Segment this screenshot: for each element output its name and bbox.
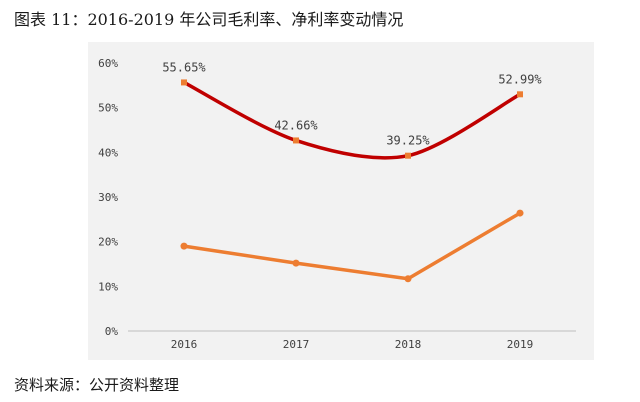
series-2-line bbox=[182, 211, 522, 281]
data-label: 52.99% bbox=[498, 72, 542, 86]
data-label: 42.66% bbox=[274, 118, 318, 132]
series-2-marker bbox=[180, 242, 188, 250]
x-tick-label: 2019 bbox=[507, 338, 534, 351]
y-tick-label: 20% bbox=[98, 236, 118, 249]
series-1-marker bbox=[293, 137, 299, 144]
y-tick-label: 60% bbox=[98, 57, 118, 70]
series-2-marker bbox=[292, 259, 300, 267]
data-label: 39.25% bbox=[386, 134, 430, 148]
source-note: 资料来源：公开资料整理 bbox=[14, 376, 180, 394]
y-tick-label: 0% bbox=[105, 325, 119, 338]
series-2-marker bbox=[404, 275, 412, 283]
y-tick-label: 40% bbox=[98, 146, 118, 159]
figure-title: 图表 11：2016-2019 年公司毛利率、净利率变动情况 bbox=[14, 10, 404, 29]
x-tick-label: 2016 bbox=[171, 338, 198, 351]
series-2-marker bbox=[516, 209, 524, 217]
x-tick-label: 2018 bbox=[395, 338, 422, 351]
series-1-line bbox=[182, 80, 522, 160]
data-label: 55.65% bbox=[162, 60, 206, 74]
y-tick-label: 50% bbox=[98, 102, 118, 115]
series-1-marker bbox=[517, 91, 523, 98]
x-tick-label: 2017 bbox=[283, 338, 310, 351]
series-1-marker bbox=[181, 79, 187, 86]
line-chart: 0% 10% 20% 30% 40% 50% 60% 2016 2017 2018 2019 55.6… bbox=[98, 57, 576, 351]
y-tick-label: 30% bbox=[98, 191, 118, 204]
series-1-marker bbox=[405, 152, 411, 159]
y-tick-label: 10% bbox=[98, 280, 118, 293]
chart-panel: 0% 10% 20% 30% 40% 50% 60% 2016 2017 2018 2019 55.6… bbox=[88, 42, 594, 360]
